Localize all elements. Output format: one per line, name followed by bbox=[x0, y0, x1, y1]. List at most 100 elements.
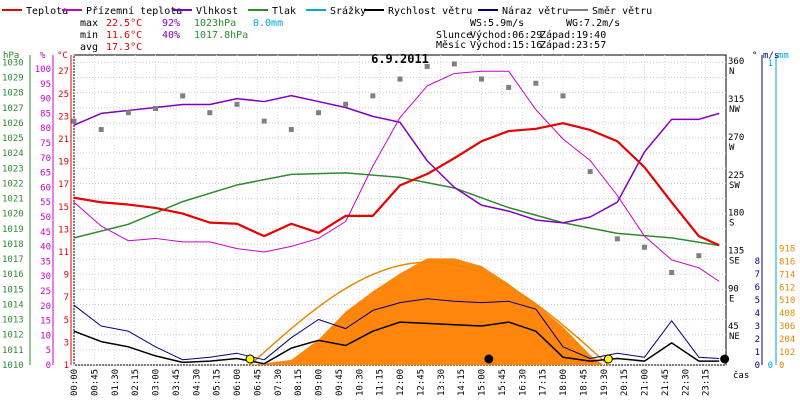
moon-set: Západ:23:57 bbox=[540, 39, 606, 51]
tick-temperature: 11 bbox=[58, 248, 69, 258]
tick-hpa: 1012 bbox=[2, 331, 24, 341]
wind-direction-point bbox=[669, 269, 675, 275]
tick-time: 11:15 bbox=[376, 369, 386, 396]
stat-max-rain: 0.0mm bbox=[253, 18, 283, 29]
unit-ms: m/s bbox=[763, 51, 779, 61]
tick-hpa: 1020 bbox=[2, 210, 24, 220]
tick-humidity: 60 bbox=[40, 183, 51, 193]
tick-time: 02:15 bbox=[131, 369, 141, 396]
tick-temperature: 27 bbox=[58, 67, 69, 77]
tick-temperature: 9 bbox=[64, 271, 69, 281]
chart-axes: 1010101110121013101410151016101710181019… bbox=[2, 55, 795, 396]
stat-avg-temp: 17.3°C bbox=[106, 42, 142, 53]
tick-direction: 225 bbox=[728, 171, 744, 181]
ground-temperature-line bbox=[73, 70, 720, 282]
tick-radiation: 0 bbox=[779, 361, 784, 371]
theoretical-radiation-line bbox=[249, 261, 609, 366]
tick-temperature: 23 bbox=[58, 112, 69, 122]
wind-direction-point bbox=[234, 101, 240, 107]
tick-time: 22:30 bbox=[681, 369, 691, 396]
wind-direction-point bbox=[424, 63, 430, 69]
tick-wind: 2 bbox=[755, 335, 760, 345]
tick-humidity: 75 bbox=[40, 139, 51, 149]
tick-wind: 5 bbox=[755, 296, 760, 306]
tick-humidity: 70 bbox=[40, 154, 51, 164]
series-lines bbox=[71, 61, 720, 365]
tick-time: 14:15 bbox=[457, 369, 467, 396]
sunrise-marker bbox=[245, 354, 255, 364]
tick-direction: 315 bbox=[728, 95, 744, 105]
wind-direction-point bbox=[207, 110, 213, 116]
tick-humidity: 45 bbox=[40, 228, 51, 238]
tick-radiation: 816 bbox=[779, 257, 795, 267]
tick-time: 03:45 bbox=[172, 369, 182, 396]
chart-grid bbox=[73, 54, 727, 366]
axis-unit-labels: hPa % °C ° m/s mm čas bbox=[3, 51, 789, 381]
tick-radiation: 510 bbox=[779, 296, 795, 306]
tick-time: 04:30 bbox=[192, 369, 202, 396]
radiation-fill bbox=[250, 258, 604, 365]
tick-time: 18:00 bbox=[559, 369, 569, 396]
tick-humidity: 20 bbox=[40, 302, 51, 312]
stat-min-hum: 40% bbox=[162, 30, 180, 41]
wind-direction-point bbox=[316, 110, 321, 116]
wind-direction-point bbox=[98, 127, 104, 133]
tick-humidity: 95 bbox=[40, 80, 51, 90]
unit-mm: mm bbox=[778, 51, 789, 61]
tick-wind: 7 bbox=[755, 270, 760, 280]
legend-label: Teplota bbox=[26, 6, 68, 17]
temperature-line bbox=[73, 122, 720, 247]
tick-time: 12:00 bbox=[396, 369, 406, 396]
tick-humidity: 55 bbox=[40, 198, 51, 208]
tick-wind: 0 bbox=[755, 361, 760, 371]
tick-radiation: 204 bbox=[779, 335, 795, 345]
unit-degrees: ° bbox=[752, 51, 757, 61]
tick-humidity: 0 bbox=[46, 361, 51, 371]
stat-min-temp: 11.6°C bbox=[106, 30, 142, 41]
tick-radiation: 102 bbox=[779, 348, 795, 358]
wind-direction-point bbox=[506, 84, 512, 90]
wind-direction-point bbox=[125, 110, 131, 116]
wind-direction-point bbox=[614, 236, 620, 242]
sunset-marker bbox=[603, 354, 613, 364]
tick-time: 19:30 bbox=[600, 369, 610, 396]
tick-humidity: 85 bbox=[40, 109, 51, 119]
tick-direction-label: E bbox=[729, 294, 734, 304]
tick-radiation: 612 bbox=[779, 283, 795, 293]
tick-time: 15:00 bbox=[478, 369, 488, 396]
sun-rise: Východ:06:29 bbox=[470, 29, 542, 41]
tick-temperature: 17 bbox=[58, 180, 69, 190]
tick-direction-label: N bbox=[729, 67, 734, 77]
legend-label: Tlak bbox=[272, 6, 296, 17]
tick-hpa: 1028 bbox=[2, 89, 24, 99]
wind-direction-point bbox=[587, 169, 593, 175]
tick-hpa: 1029 bbox=[2, 74, 24, 84]
tick-direction: 270 bbox=[728, 133, 744, 143]
tick-humidity: 15 bbox=[40, 317, 51, 327]
tick-hpa: 1024 bbox=[2, 149, 24, 159]
wind-direction-point bbox=[451, 61, 457, 67]
tick-direction-label: W bbox=[729, 143, 735, 153]
wind-direction-point bbox=[261, 118, 267, 124]
tick-temperature: 7 bbox=[64, 293, 69, 303]
tick-humidity: 80 bbox=[40, 124, 51, 134]
tick-time: 20:15 bbox=[620, 369, 630, 396]
x-axis-label: čas bbox=[733, 370, 749, 381]
tick-direction-label: SW bbox=[729, 181, 740, 191]
unit-celsius: °C bbox=[57, 51, 68, 61]
tick-temperature: 1 bbox=[64, 361, 69, 371]
sun-label: Slunce bbox=[436, 30, 472, 41]
radiation-area bbox=[249, 258, 609, 366]
tick-direction: 90 bbox=[728, 284, 739, 294]
tick-temperature: 5 bbox=[64, 316, 69, 326]
tick-time: 12:45 bbox=[416, 369, 426, 396]
tick-humidity: 100 bbox=[35, 65, 51, 75]
moon-label: Měsíc bbox=[436, 39, 466, 51]
wind-speed-line bbox=[73, 321, 720, 365]
astro-block: WS:5.9m/s WG:7.2m/s Slunce Východ:06:29 … bbox=[436, 18, 620, 51]
tick-humidity: 35 bbox=[40, 257, 51, 267]
tick-temperature: 25 bbox=[58, 90, 69, 100]
legend-label: Srážky bbox=[330, 5, 366, 17]
tick-time: 00:00 bbox=[70, 369, 80, 396]
tick-direction: 180 bbox=[728, 209, 744, 219]
